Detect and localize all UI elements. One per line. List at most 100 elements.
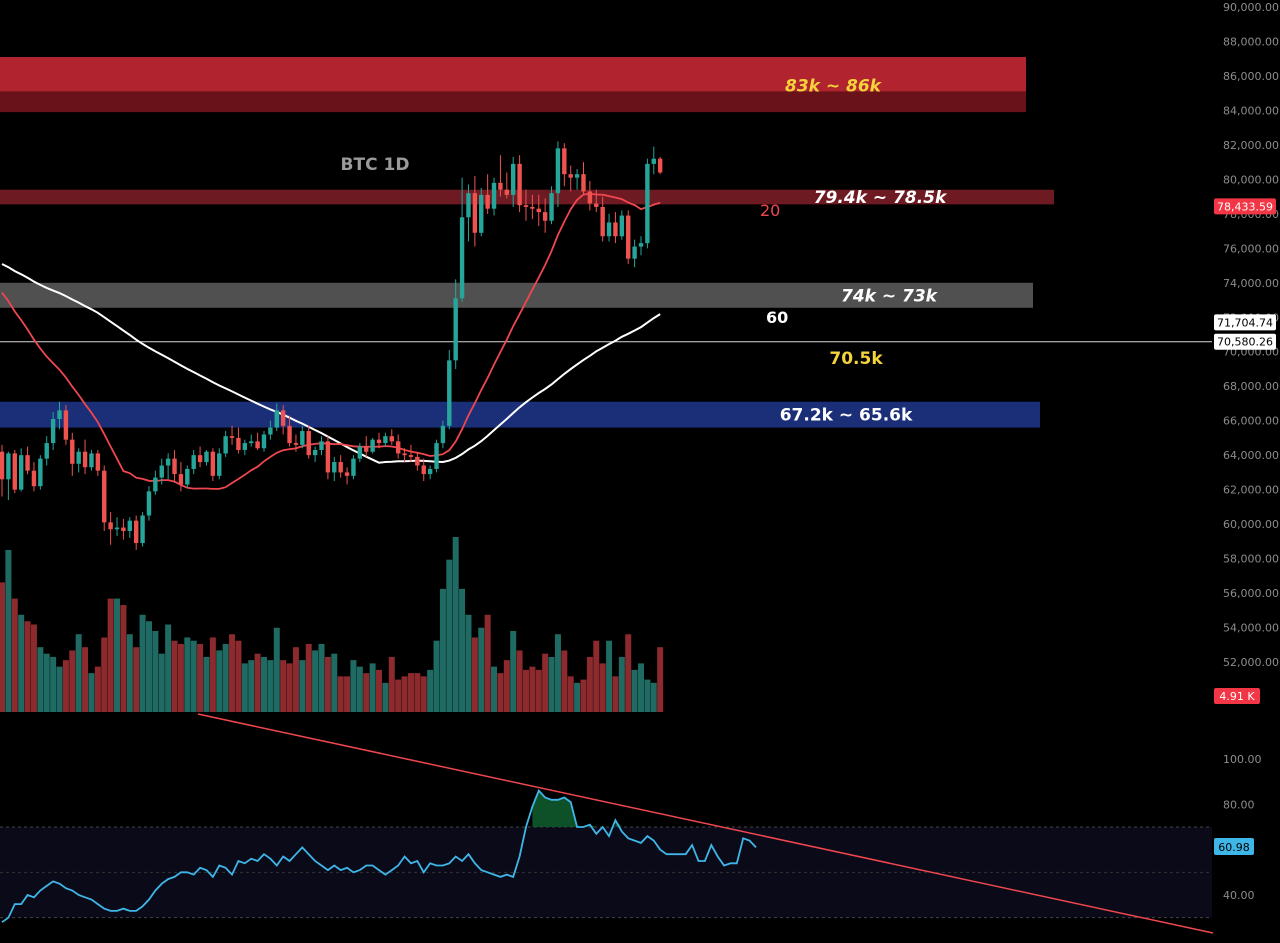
candle-body bbox=[255, 441, 260, 449]
volume-bar bbox=[114, 598, 121, 712]
level-label-70-5k: 70.5k bbox=[829, 349, 883, 369]
chart-title: BTC 1D bbox=[341, 155, 410, 175]
volume-bar bbox=[535, 669, 542, 712]
volume-bar bbox=[471, 637, 478, 712]
candle-body bbox=[63, 410, 69, 440]
volume-bar bbox=[407, 673, 414, 712]
candle-body bbox=[440, 425, 446, 444]
volume-bar bbox=[356, 666, 363, 712]
candle-body bbox=[31, 470, 37, 487]
volume-bar bbox=[388, 656, 395, 712]
candle-body bbox=[447, 360, 452, 426]
candle-body bbox=[300, 431, 305, 445]
candle-body bbox=[89, 453, 94, 468]
volume-bar bbox=[446, 559, 453, 712]
rsi-badge-text: 60.98 bbox=[1218, 841, 1250, 854]
candle-body bbox=[613, 222, 618, 237]
rsi-panel bbox=[0, 789, 1212, 923]
candle-body bbox=[82, 451, 88, 468]
candle-body bbox=[114, 527, 120, 530]
candle-body bbox=[395, 441, 401, 454]
price-tick-label: 84,000.00 bbox=[1223, 104, 1279, 117]
volume-bar bbox=[567, 676, 574, 712]
price-tick-label: 58,000.00 bbox=[1223, 553, 1279, 566]
ma60-line bbox=[1, 263, 661, 464]
candle-body bbox=[523, 205, 529, 207]
price-tick-label: 74,000.00 bbox=[1223, 277, 1279, 290]
volume-bar bbox=[260, 656, 267, 712]
candle-body bbox=[504, 189, 510, 195]
volume-bar bbox=[216, 650, 223, 712]
volume-bar bbox=[439, 588, 446, 712]
zone-label-0: 83k ~ 86k bbox=[785, 76, 883, 96]
candle-body bbox=[306, 431, 311, 456]
volume-bar bbox=[452, 537, 459, 712]
volume-bar bbox=[177, 643, 184, 712]
candle-body bbox=[364, 446, 369, 452]
candle-body bbox=[159, 465, 164, 478]
candle-body bbox=[108, 522, 113, 530]
volume-bar bbox=[75, 634, 82, 712]
candle-body bbox=[95, 453, 101, 471]
candle-body bbox=[197, 455, 203, 463]
candle-body bbox=[459, 217, 465, 299]
zone-1 bbox=[0, 189, 1054, 205]
volume-bar bbox=[286, 663, 293, 712]
volume-bar bbox=[503, 660, 510, 712]
price-tick-label: 64,000.00 bbox=[1223, 449, 1279, 462]
candle-body bbox=[223, 436, 228, 454]
volume-bar bbox=[376, 669, 383, 712]
zone-0-upper bbox=[0, 56, 1026, 92]
volume-bar bbox=[88, 673, 95, 712]
volume-bar bbox=[152, 630, 159, 712]
candle-body bbox=[651, 158, 656, 164]
volume-bar bbox=[382, 682, 389, 712]
rsi-tick-label: 100.00 bbox=[1223, 753, 1262, 766]
candle-body bbox=[415, 456, 420, 466]
volume-bar bbox=[625, 634, 632, 712]
candle-body bbox=[498, 182, 503, 190]
candle-body bbox=[172, 458, 177, 475]
volume-bar bbox=[427, 669, 434, 712]
price-tick-label: 86,000.00 bbox=[1223, 70, 1279, 83]
candle-body bbox=[140, 515, 145, 544]
price-tick-label: 56,000.00 bbox=[1223, 587, 1279, 600]
candle-body bbox=[351, 458, 356, 476]
volume-bar bbox=[11, 598, 18, 712]
volume-bar bbox=[43, 653, 50, 712]
price-badge-bg bbox=[1214, 198, 1276, 215]
candle-body bbox=[12, 453, 17, 490]
volume-bar bbox=[631, 669, 638, 712]
candle-body bbox=[178, 474, 184, 485]
candle-body bbox=[344, 472, 350, 476]
price-tick-label: 80,000.00 bbox=[1223, 173, 1279, 186]
candle-body bbox=[38, 458, 43, 487]
volume-bar bbox=[107, 598, 114, 712]
volume-bar bbox=[241, 663, 248, 712]
price-tick-label: 82,000.00 bbox=[1223, 139, 1279, 152]
candle-body bbox=[530, 206, 535, 209]
volume-bar bbox=[312, 650, 319, 712]
price-badge-bg bbox=[1214, 314, 1276, 331]
candle-body bbox=[102, 470, 107, 523]
volume-bar bbox=[101, 637, 108, 712]
candle-body bbox=[204, 451, 209, 463]
volume-bar bbox=[542, 653, 549, 712]
candle-body bbox=[574, 174, 580, 178]
volume-bar bbox=[580, 679, 587, 712]
volume-bar bbox=[344, 676, 351, 712]
candle-body bbox=[491, 182, 497, 209]
price-badge-bg bbox=[1214, 333, 1276, 350]
price-zones bbox=[0, 56, 1054, 428]
candle-body bbox=[146, 491, 152, 516]
candle-body bbox=[542, 212, 548, 221]
volume-bar bbox=[254, 653, 261, 712]
volume-bar bbox=[145, 621, 152, 712]
volume-bar bbox=[171, 640, 178, 712]
candle-body bbox=[44, 443, 49, 459]
volume-bar bbox=[62, 660, 69, 712]
candle-body bbox=[76, 451, 81, 464]
price-badge-text: 71,704.74 bbox=[1217, 316, 1273, 329]
